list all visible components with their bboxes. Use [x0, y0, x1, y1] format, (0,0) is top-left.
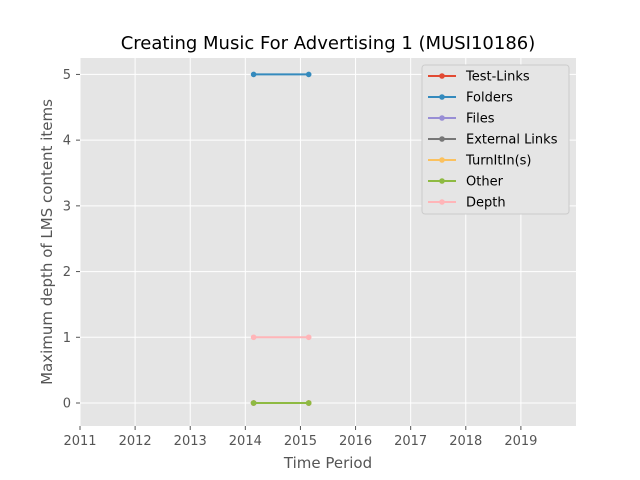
y-axis-label: Maximum depth of LMS content items — [38, 99, 56, 385]
x-tick-label: 2018 — [449, 434, 482, 449]
legend-swatch-marker — [439, 115, 445, 121]
legend-swatch-marker — [439, 73, 445, 79]
x-tick-label: 2012 — [119, 434, 152, 449]
y-tick-label: 5 — [63, 68, 71, 83]
data-point — [305, 334, 312, 341]
y-tick-label: 1 — [63, 331, 71, 346]
x-tick-label: 2014 — [229, 434, 262, 449]
data-point — [250, 71, 257, 78]
y-tick-label: 4 — [63, 134, 71, 149]
y-axis-ticks: 0 1 2 3 4 5 — [63, 68, 80, 412]
legend-frame — [421, 64, 570, 215]
legend-item: Files — [428, 112, 495, 127]
x-axis-label: Time Period — [283, 454, 372, 472]
legend-label: Depth — [466, 196, 506, 211]
data-point — [305, 71, 312, 78]
legend-item: TurnItIn(s) — [428, 154, 531, 169]
data-point — [305, 400, 312, 406]
x-tick-label: 2015 — [284, 434, 317, 449]
series-other — [250, 400, 312, 406]
chart-title: Creating Music For Advertising 1 (MUSI10… — [121, 33, 536, 54]
legend-item: Depth — [428, 196, 506, 211]
series-layer — [250, 71, 312, 406]
legend-label: TurnItIn(s) — [465, 154, 531, 169]
x-tick-label: 2019 — [504, 434, 537, 449]
y-tick-label: 2 — [63, 265, 71, 280]
series-folders — [250, 71, 312, 78]
legend-swatch-marker — [439, 94, 445, 100]
legend-label: Folders — [466, 91, 513, 106]
y-tick-label: 3 — [63, 199, 71, 214]
x-tick-label: 2016 — [339, 434, 372, 449]
legend-swatch-marker — [439, 178, 445, 184]
legend-label: Other — [466, 175, 504, 190]
x-tick-label: 2011 — [63, 434, 96, 449]
series-depth — [250, 334, 312, 341]
legend-item: External Links — [428, 133, 558, 148]
legend-swatch-marker — [439, 157, 445, 163]
legend-label: Files — [466, 112, 495, 127]
legend-label: External Links — [466, 133, 558, 148]
y-tick-label: 0 — [63, 397, 71, 412]
x-axis-ticks: 2011 2012 2013 2014 2015 2016 2017 2018 2019 — [63, 426, 537, 449]
legend-item: Other — [428, 175, 504, 190]
legend-item: Test-Links — [428, 70, 530, 85]
legend-item: Folders — [428, 91, 513, 106]
x-tick-label: 2017 — [394, 434, 427, 449]
legend-label: Test-Links — [465, 70, 530, 85]
x-tick-label: 2013 — [174, 434, 207, 449]
legend-swatch-marker — [439, 199, 445, 205]
legend-swatch-marker — [439, 136, 445, 142]
data-point — [250, 334, 257, 341]
legend: Test-Links Folders Files External Links Turn… — [421, 64, 570, 215]
data-point — [250, 400, 257, 406]
